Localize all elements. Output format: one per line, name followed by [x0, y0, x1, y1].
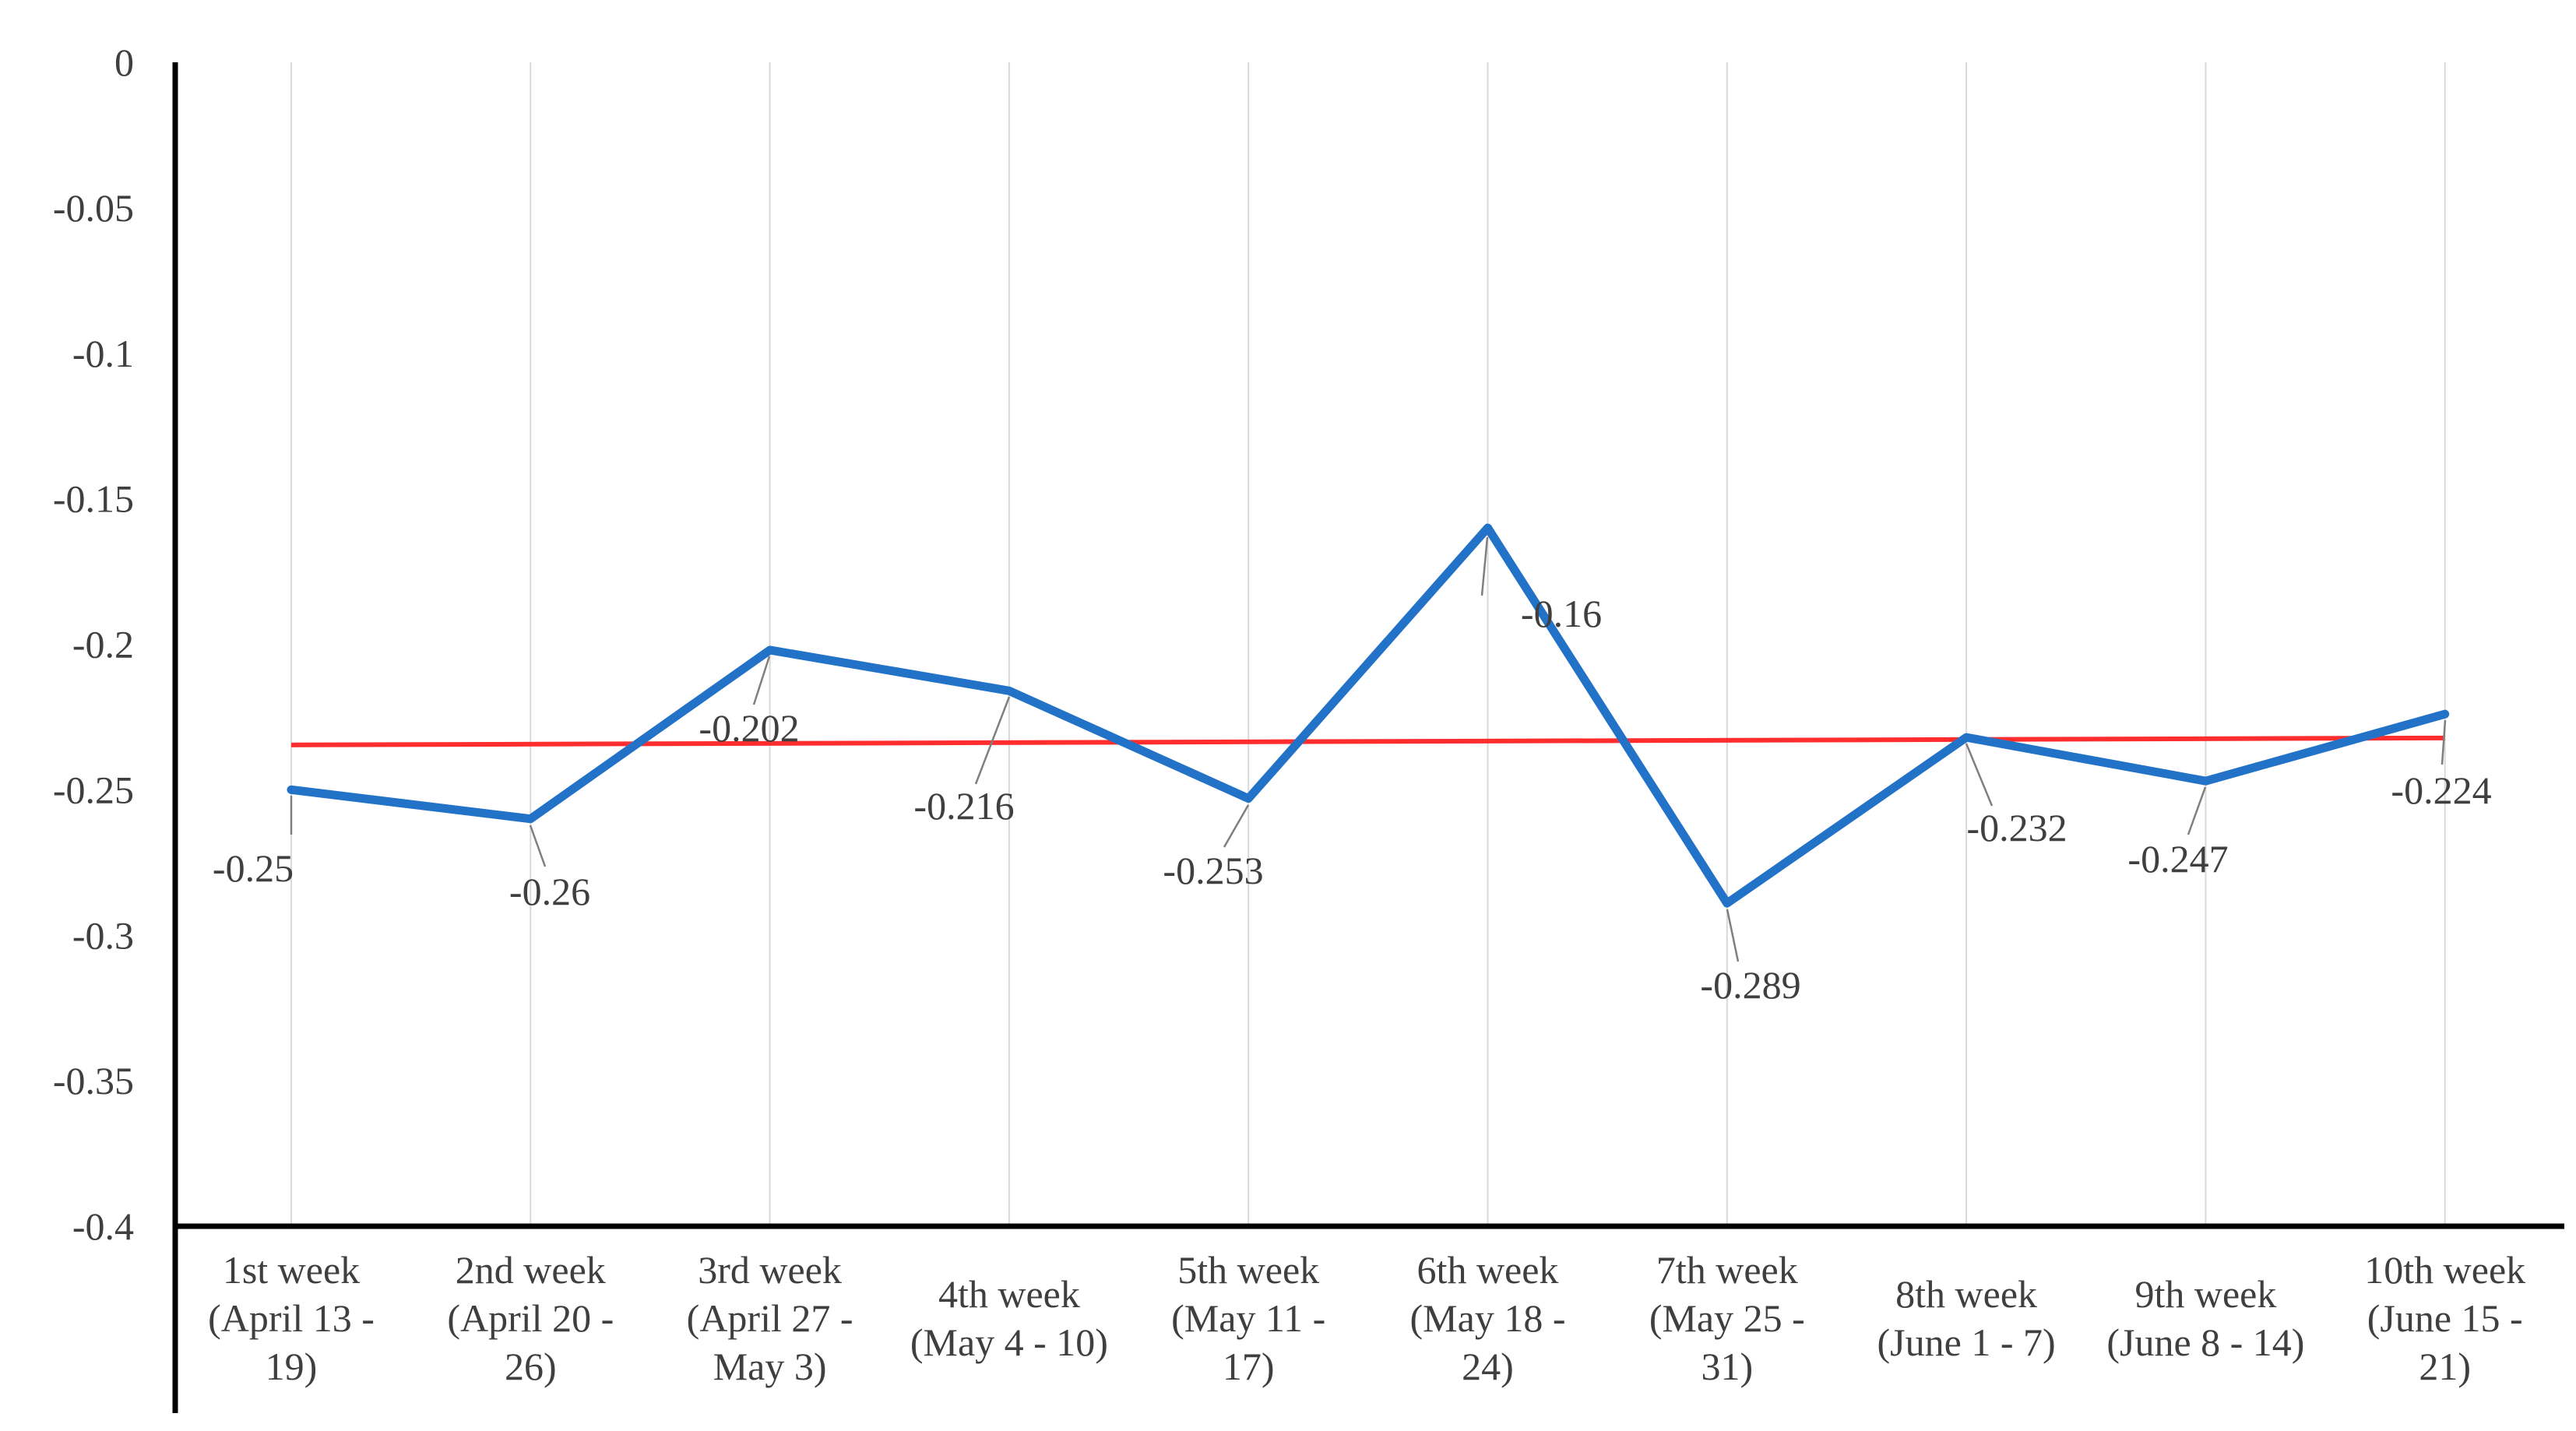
y-tick-label: -0.1	[72, 332, 134, 375]
x-category-label: 5th week (May 11 -17)	[1171, 1248, 1325, 1388]
data-label: -0.26	[509, 870, 590, 913]
data-label-leader-line	[2441, 719, 2447, 765]
data-label: -0.25	[213, 846, 294, 890]
trend-line	[290, 735, 2445, 747]
x-category-label: 9th week (June 8 - 14)	[2106, 1272, 2304, 1364]
x-category-label: 6th week (May 18 -24)	[1410, 1248, 1566, 1388]
data-label-leader-line	[1965, 743, 1994, 807]
y-tick-label: 0	[114, 40, 134, 84]
data-label-leader-line	[974, 696, 1011, 785]
data-label: -0.232	[1966, 806, 2067, 849]
data-label-leader-line	[1480, 536, 1489, 596]
data-label: -0.247	[2127, 837, 2228, 881]
x-category-label: 3rd week (April 27 -May 3)	[687, 1248, 853, 1388]
y-tick-label: -0.15	[53, 477, 134, 521]
data-label: -0.216	[913, 784, 1014, 828]
y-tick-label: -0.3	[72, 913, 134, 957]
data-label: -0.202	[699, 706, 799, 750]
data-label-leader-line	[529, 824, 547, 867]
x-category-label: 7th week (May 25 -31)	[1649, 1248, 1805, 1388]
data-label: -0.224	[2391, 768, 2491, 812]
x-category-label: 8th week (June 1 - 7)	[1877, 1272, 2056, 1364]
series-line	[287, 523, 2450, 908]
y-tick-label: -0.05	[53, 186, 134, 230]
data-label-leader-line	[2187, 786, 2207, 835]
data-label: -0.289	[1700, 963, 1800, 1007]
y-tick-label: -0.4	[72, 1204, 134, 1248]
data-label-leader-line	[1726, 909, 1740, 962]
x-category-label: 2nd week (April 20 -26)	[447, 1248, 614, 1388]
y-tick-label: -0.2	[72, 623, 134, 666]
data-label: -0.16	[1521, 592, 1602, 635]
x-category-label: 1st week (April 13 -19)	[208, 1248, 375, 1388]
y-tick-label: -0.25	[53, 768, 134, 811]
y-tick-label: -0.35	[53, 1059, 134, 1102]
x-category-label: 10th week (June 15 -21)	[2364, 1248, 2525, 1388]
data-label: -0.253	[1163, 849, 1263, 892]
data-label-leader-line	[752, 656, 771, 705]
data-label-leader-line	[1223, 804, 1250, 848]
x-category-label: 4th week (May 4 - 10)	[910, 1272, 1108, 1364]
